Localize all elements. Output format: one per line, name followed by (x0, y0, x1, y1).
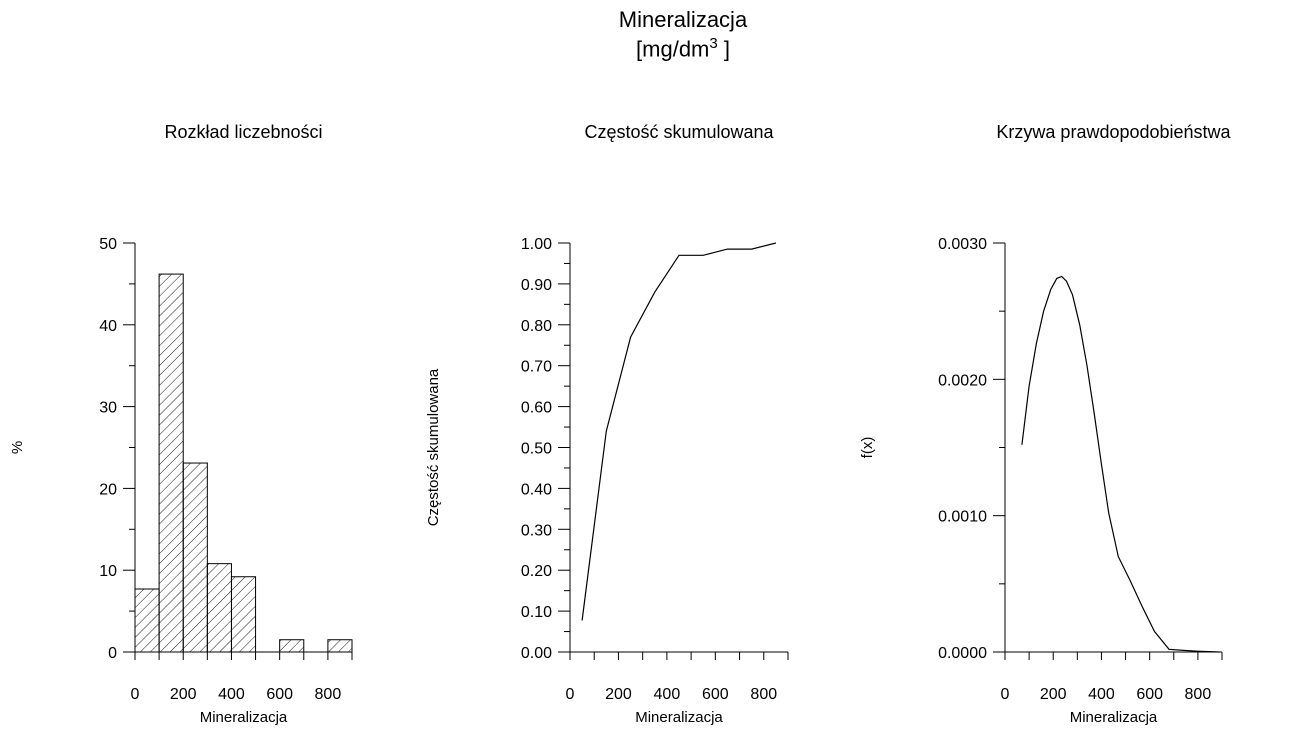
x-tick-label: 0 (1001, 686, 1010, 703)
histogram-bar (327, 639, 353, 653)
y-tick-label: 0.60 (521, 400, 552, 417)
panel-title: Częstość skumulowana (584, 122, 774, 142)
x-tick-label: 800 (315, 686, 342, 703)
y-tick-label: 50 (99, 236, 117, 253)
figure-title-unit-exponent: 3 (709, 35, 718, 52)
y-tick-label: 0.20 (521, 563, 552, 580)
x-tick-label: 400 (1088, 686, 1115, 703)
x-tick-label: 200 (605, 686, 632, 703)
y-axis-label: % (9, 441, 26, 454)
x-tick-label: 0 (566, 686, 575, 703)
cumulative-frequency-panel: Częstość skumulowana 0.00 0.10 0.20 0.30 0.40… (425, 122, 789, 726)
y-tick-label: 1.00 (521, 236, 552, 253)
x-tick-label: 600 (702, 686, 729, 703)
x-axis-label: Mineralizacja (200, 709, 288, 726)
y-tick-label: 0.90 (521, 277, 552, 294)
x-tick-label: 200 (170, 686, 197, 703)
x-tick-label: 0 (131, 686, 140, 703)
x-tick-label: 200 (1040, 686, 1067, 703)
y-tick-label: 0.10 (521, 604, 552, 621)
y-tick-label: 0.80 (521, 318, 552, 335)
y-tick-label: 0.0010 (938, 509, 987, 526)
y-tick-label: 30 (99, 400, 117, 417)
y-axis-label: f(x) (859, 437, 876, 459)
y-tick-label: 10 (99, 563, 117, 580)
histogram-bar (182, 462, 208, 653)
series-line (581, 242, 777, 621)
histogram-bar (134, 588, 160, 653)
y-tick-label: 0.50 (521, 441, 552, 458)
y-tick-label: 0.70 (521, 359, 552, 376)
y-tick-label: 0.0030 (938, 236, 987, 253)
y-tick-label: 0.00 (521, 645, 552, 662)
y-tick-label: 0.30 (521, 522, 552, 539)
x-axis-label: Mineralizacja (1070, 709, 1158, 726)
y-tick-label: 0.40 (521, 481, 552, 498)
panel-title: Krzywa prawdopodobieństwa (996, 122, 1231, 142)
x-tick-label: 800 (750, 686, 777, 703)
probability-density-panel: Krzywa prawdopodobieństwa 0.0000 0.0010 0.0… (859, 122, 1232, 726)
x-tick-label: 600 (1136, 686, 1163, 703)
figure-title: Mineralizacja [mg/dm3 ] (0, 8, 1296, 61)
histogram-bar (230, 576, 257, 653)
histogram-bar (279, 639, 305, 653)
y-tick-label: 0.0000 (938, 645, 987, 662)
figure-title-unit-suffix: ] (717, 36, 730, 62)
x-tick-label: 600 (266, 686, 293, 703)
y-tick-label: 40 (99, 318, 117, 335)
figure-title-line2: [mg/dm3 ] (0, 32, 1296, 61)
y-tick-label: 0.0020 (938, 372, 987, 389)
y-tick-label: 20 (99, 481, 117, 498)
histogram-bar (158, 273, 184, 653)
x-tick-label: 400 (654, 686, 681, 703)
figure-title-line1: Mineralizacja (618, 7, 748, 32)
figure-title-unit-prefix: [mg/dm (636, 36, 710, 62)
histogram-bar (206, 563, 232, 653)
histogram-panel: Rozkład liczebności 0 10 20 30 40 50 0 200 400 600… (9, 122, 353, 726)
series-line (1021, 275, 1220, 653)
x-tick-label: 400 (218, 686, 245, 703)
y-tick-label: 0 (108, 645, 117, 662)
y-axis-label: Częstość skumulowana (425, 368, 442, 526)
x-tick-label: 800 (1185, 686, 1212, 703)
panel-title: Rozkład liczebności (164, 122, 322, 142)
x-axis-label: Mineralizacja (635, 709, 723, 726)
